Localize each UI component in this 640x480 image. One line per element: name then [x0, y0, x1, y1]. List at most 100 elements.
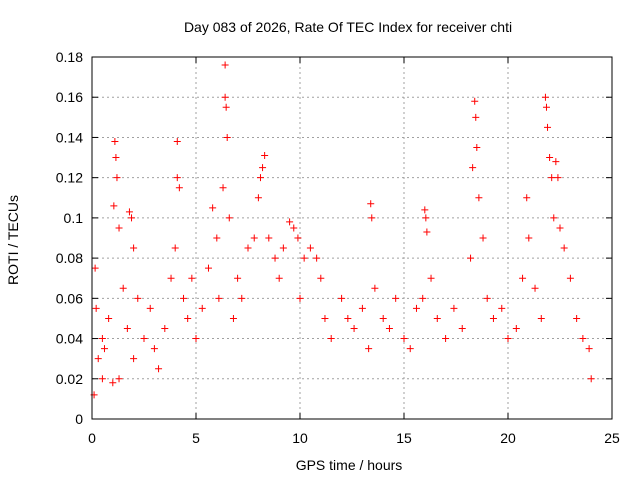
- data-point: [573, 314, 581, 322]
- data-point: [192, 335, 200, 343]
- data-point: [161, 325, 169, 332]
- data-point: [98, 335, 106, 343]
- data-point: [254, 194, 262, 202]
- data-point: [204, 264, 212, 272]
- data-point: [113, 174, 121, 182]
- data-point: [98, 375, 106, 383]
- data-point: [300, 254, 308, 262]
- data-point: [406, 345, 414, 353]
- data-point: [469, 164, 477, 172]
- data-point: [112, 154, 120, 162]
- data-point: [275, 274, 283, 282]
- data-point: [419, 294, 427, 302]
- y-axis-ticks: 0 0.02 0.04 0.06 0.08 0.1 0.12 0.14 0.16 0.18: [56, 49, 612, 427]
- y-tick-label: 0.18: [56, 49, 83, 65]
- data-point: [265, 234, 273, 242]
- x-axis-ticks: 0 5 10 15 20 25: [88, 57, 620, 446]
- data-point: [358, 304, 366, 312]
- data-point: [552, 158, 560, 166]
- data-point: [400, 335, 408, 343]
- data-point: [261, 152, 269, 160]
- data-point: [150, 345, 158, 353]
- y-tick-label: 0.06: [56, 290, 83, 306]
- data-point: [92, 304, 100, 312]
- data-point: [234, 274, 242, 282]
- data-point: [111, 137, 119, 145]
- data-point: [566, 274, 574, 282]
- data-point: [556, 224, 564, 232]
- y-tick-label: 0.12: [56, 170, 83, 186]
- data-point: [209, 204, 217, 212]
- y-tick-label: 0.16: [56, 89, 83, 105]
- data-point: [317, 274, 325, 282]
- data-point: [379, 314, 387, 322]
- data-point: [504, 335, 512, 343]
- data-point: [256, 174, 264, 182]
- data-point: [167, 274, 175, 282]
- data-point: [184, 314, 192, 322]
- data-point: [338, 294, 346, 302]
- data-point: [213, 234, 221, 242]
- data-point: [523, 194, 531, 202]
- data-point: [344, 314, 352, 322]
- data-point: [286, 218, 294, 226]
- data-point: [123, 325, 131, 332]
- data-point: [467, 254, 475, 262]
- data-point: [471, 97, 479, 105]
- grid-lines: [92, 57, 612, 419]
- data-point: [371, 284, 379, 292]
- data-point: [294, 234, 302, 242]
- data-point: [222, 103, 230, 111]
- data-point: [498, 304, 506, 312]
- data-point: [421, 206, 429, 214]
- data-point: [119, 284, 127, 292]
- y-tick-label: 0.1: [64, 210, 84, 226]
- y-tick-label: 0.02: [56, 371, 83, 387]
- data-point: [546, 154, 554, 162]
- data-point: [171, 244, 179, 252]
- data-point: [219, 184, 227, 192]
- data-point: [542, 103, 550, 111]
- x-tick-label: 25: [604, 430, 620, 446]
- data-point: [128, 214, 136, 222]
- data-point: [550, 214, 558, 222]
- data-point: [368, 214, 376, 222]
- data-point: [541, 93, 549, 101]
- data-point: [544, 123, 552, 131]
- data-point: [525, 234, 533, 242]
- data-point: [91, 264, 99, 272]
- data-point: [109, 379, 117, 387]
- data-point: [146, 304, 154, 312]
- data-point: [427, 274, 435, 282]
- data-point: [175, 184, 183, 192]
- data-point: [225, 214, 233, 222]
- data-point: [560, 244, 568, 252]
- data-point: [392, 294, 400, 302]
- data-point: [271, 254, 279, 262]
- data-point: [412, 304, 420, 312]
- chart-title: Day 083 of 2026, Rate Of TEC Index for r…: [184, 19, 512, 35]
- data-point: [125, 208, 133, 216]
- data-point: [367, 200, 375, 208]
- data-point: [531, 284, 539, 292]
- data-point: [250, 234, 258, 242]
- x-tick-label: 20: [500, 430, 516, 446]
- data-point: [130, 244, 138, 252]
- data-point: [238, 294, 246, 302]
- data-point: [489, 314, 497, 322]
- data-point: [422, 214, 430, 222]
- data-point: [180, 294, 188, 302]
- data-point: [365, 345, 373, 353]
- data-point: [579, 335, 587, 343]
- x-tick-label: 0: [88, 430, 96, 446]
- data-point: [94, 355, 102, 363]
- data-point: [350, 325, 358, 332]
- data-point: [155, 365, 163, 373]
- x-axis-label: GPS time / hours: [296, 457, 403, 473]
- data-point: [458, 325, 466, 332]
- data-point: [110, 202, 118, 210]
- data-point: [479, 234, 487, 242]
- data-point: [229, 314, 237, 322]
- data-point: [537, 314, 545, 322]
- data-point: [519, 274, 527, 282]
